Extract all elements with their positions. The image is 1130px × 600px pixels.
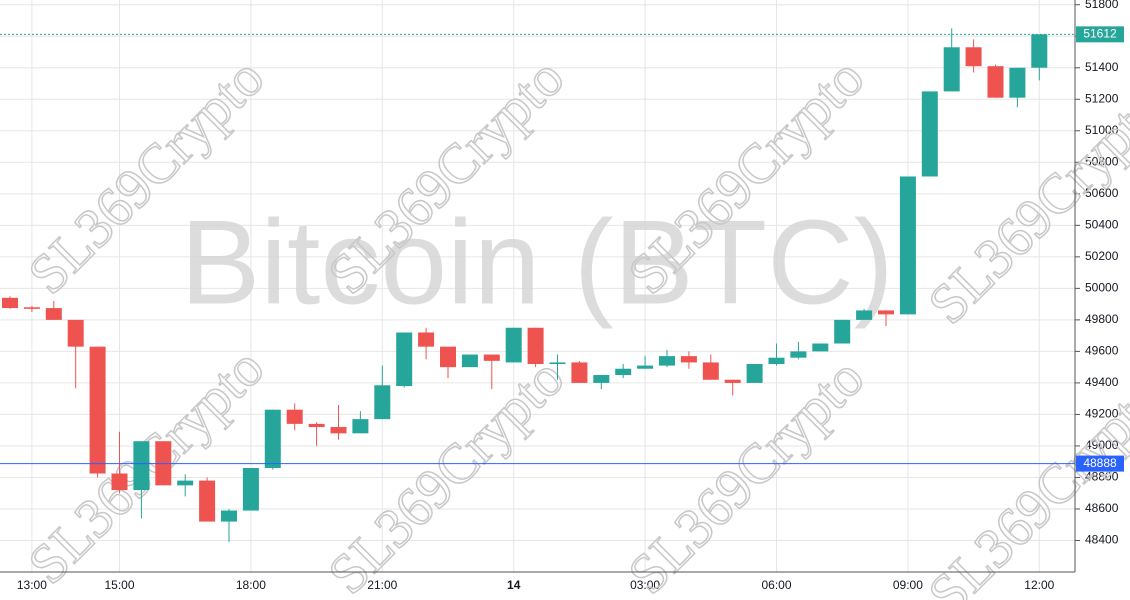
candle-body [352,419,369,434]
x-tick-label: 09:00 [893,578,923,592]
y-tick-label: 49000 [1085,438,1119,452]
candle-body [374,385,391,420]
candle-body [1009,67,1026,98]
y-tick-label: 50800 [1085,154,1119,168]
candle-body [899,176,916,315]
y-tick-label: 49400 [1085,375,1119,389]
x-tick-label: 18:00 [236,578,266,592]
candle-body [593,375,610,383]
x-tick-label: 13:00 [17,578,47,592]
candle-body [221,510,237,522]
price-marker-label: 48888 [1083,456,1117,470]
candle-body [45,308,62,320]
candle-body [527,327,544,364]
y-tick-label: 51400 [1085,60,1119,74]
candle-body [812,343,829,352]
candle-body [396,332,413,387]
x-tick-label: 12:00 [1024,578,1054,592]
y-tick-label: 50200 [1085,249,1119,263]
watermark-overlay: SL369Crypto [917,77,1130,336]
x-tick-label: 14 [507,578,521,592]
last-price-tag [1076,26,1124,43]
y-tick-label: 51800 [1085,0,1119,11]
watermark-overlay: SL369Crypto [917,367,1130,600]
candle-body [659,356,675,366]
candle-body [702,362,719,380]
last-price-label: 51612 [1083,27,1117,41]
candle-body [746,364,763,383]
candle-body [242,468,259,511]
candle-body [2,297,18,309]
x-tick-label: 03:00 [630,578,660,592]
candle-body [67,319,84,347]
candle-body [177,480,194,486]
y-tick-label: 48600 [1085,501,1119,515]
y-tick-label: 49800 [1085,312,1119,326]
candle-body [286,409,303,424]
y-tick-label: 50000 [1085,281,1119,295]
candle-body [724,379,741,383]
y-tick-label: 51000 [1085,123,1119,137]
candle-body [89,346,106,474]
candle-body [549,362,566,364]
candle-body [461,354,478,368]
price-marker-tag [1076,455,1124,472]
candle-body [571,362,588,383]
candle-body [199,480,216,522]
y-tick-label: 51200 [1085,91,1119,105]
y-tick-label: 49600 [1085,344,1119,358]
x-tick-label: 06:00 [761,578,791,592]
x-tick-label: 15:00 [104,578,134,592]
candle-body [133,441,150,491]
candle-body [680,356,697,363]
watermark-overlay: SL369Crypto [317,347,576,600]
y-tick-label: 48800 [1085,470,1119,484]
candle-body [943,47,960,92]
candle-body [878,310,894,315]
candle-body [790,351,807,358]
y-tick-label: 50400 [1085,218,1119,232]
candle-body [308,423,325,428]
candle-body [834,319,851,344]
candle-body [987,66,1004,98]
candle-body [856,310,873,320]
candle-body [505,327,522,363]
candle-body [768,357,785,364]
candle-body [418,332,435,347]
y-tick-label: 49200 [1085,407,1119,421]
candle-body [1031,34,1048,68]
candle-body [921,91,938,177]
candle-body [111,473,128,491]
candle-body [965,47,982,67]
candle-body [483,354,500,361]
candle-body [23,307,40,309]
candle-body [440,346,456,368]
y-tick-label: 48400 [1085,533,1119,547]
candle-body [615,368,632,376]
watermark: Bitcoin (BTC) [180,196,893,330]
watermark-overlay: SL369Crypto [617,347,876,600]
candle-body [637,365,654,369]
candle-body [330,427,347,434]
candle-body [264,409,281,468]
y-tick-label: 50600 [1085,186,1119,200]
x-tick-label: 21:00 [367,578,397,592]
